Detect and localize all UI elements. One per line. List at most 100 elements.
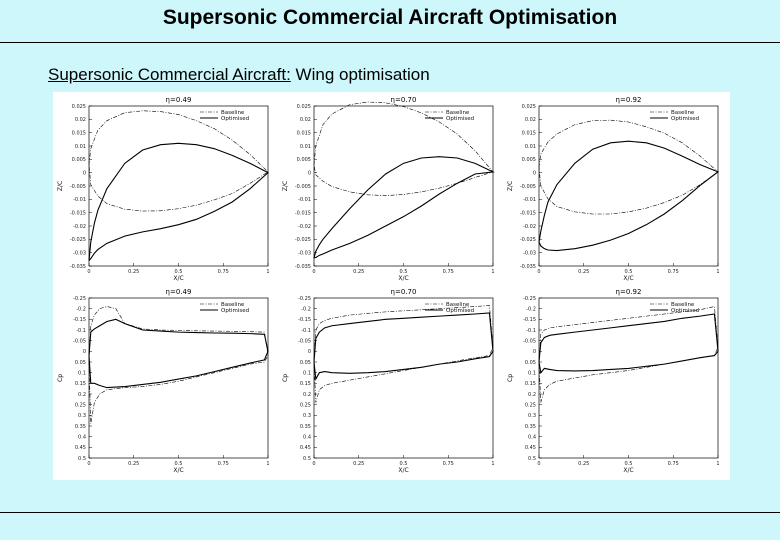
x-tick-label: 0.25: [128, 461, 139, 467]
slide-subtitle: Supersonic Commercial Aircraft: Wing opt…: [48, 65, 430, 85]
y-tick-label: -0.15: [298, 317, 311, 323]
x-tick-label: 0: [537, 269, 540, 275]
subtitle-rest: Wing optimisation: [290, 65, 430, 84]
y-tick-label: -0.03: [73, 250, 86, 256]
y-tick-label: 0.005: [297, 157, 311, 163]
x-axis-label: X/C: [173, 275, 183, 282]
y-tick-label: -0.03: [523, 250, 536, 256]
x-tick-label: 1: [266, 269, 269, 275]
series-line-optimised: [313, 312, 494, 381]
y-tick-label: 0.01: [75, 144, 86, 150]
y-tick-label: 0.15: [300, 381, 311, 387]
panel-title: η=0.49: [166, 288, 192, 296]
y-tick-label: 0.025: [297, 104, 311, 110]
slide-title: Supersonic Commercial Aircraft Optimisat…: [162, 6, 618, 29]
panel-title: η=0.70: [391, 288, 417, 296]
series-line-optimised: [538, 313, 719, 374]
x-tick-label: 0.5: [625, 269, 633, 275]
y-tick-label: -0.035: [295, 264, 311, 270]
x-tick-label: 0: [312, 269, 315, 275]
chart-panel-cp-049: η=0.49 -0.25 -0.2 -0.15 -0.1 -0.05 0 0.05 0.1 0.1…: [57, 288, 270, 474]
y-tick-label: 0.3: [528, 413, 536, 419]
y-tick-label: 0.05: [300, 360, 311, 366]
y-axis-label: Z/C: [57, 181, 64, 191]
x-tick-label: 0.5: [625, 461, 633, 467]
legend-entry-baseline: Baseline: [446, 110, 470, 116]
legend-entry-optimised: Optimised: [221, 308, 249, 314]
x-tick-label: 1: [266, 461, 269, 467]
footer-divider: [0, 512, 780, 513]
y-tick-label: 0.15: [525, 381, 536, 387]
y-tick-label: -0.03: [298, 250, 311, 256]
x-axis-label: X/C: [398, 467, 408, 474]
y-tick-label: -0.025: [295, 237, 311, 243]
series-line-baseline: [88, 110, 269, 212]
series-line-optimised: [88, 142, 269, 262]
x-tick-label: 0.25: [128, 269, 139, 275]
chart-panel-geom-070: η=0.70 -0.035 -0.03 -0.025 -0.02 -0.015 -0.01 -…: [282, 96, 495, 282]
y-tick-label: -0.05: [298, 338, 311, 344]
y-tick-label: -0.15: [523, 317, 536, 323]
y-tick-label: 0: [83, 349, 86, 355]
y-tick-label: 0.4: [303, 434, 311, 440]
x-axis-label: X/C: [173, 467, 183, 474]
title-divider: [0, 42, 780, 43]
y-tick-label: -0.005: [520, 184, 536, 190]
series-line-baseline: [538, 306, 719, 403]
y-tick-label: 0.02: [75, 117, 86, 123]
y-tick-label: -0.015: [295, 210, 311, 216]
x-tick-label: 0.75: [668, 269, 679, 275]
y-tick-label: -0.02: [73, 224, 86, 230]
chart-panel-cp-092: η=0.92 -0.25 -0.2 -0.15 -0.1 -0.05 0 0.05 0.1 0.1…: [507, 288, 720, 474]
series-line-optimised: [538, 140, 720, 252]
y-tick-label: -0.005: [70, 184, 86, 190]
y-tick-label: 0.35: [75, 424, 86, 430]
y-tick-label: -0.035: [520, 264, 536, 270]
chart-panel-cp-070: η=0.70 -0.25 -0.2 -0.15 -0.1 -0.05 0 0.05 0.1 0.1…: [282, 288, 495, 474]
y-tick-label: 0.25: [75, 402, 86, 408]
x-tick-label: 0.75: [218, 269, 229, 275]
panel-title: η=0.70: [391, 96, 417, 104]
x-tick-label: 0: [87, 269, 90, 275]
x-tick-label: 0.25: [353, 269, 364, 275]
y-tick-label: -0.15: [73, 317, 86, 323]
y-tick-label: 0.005: [522, 157, 536, 163]
plot-frame: [313, 297, 494, 459]
y-tick-label: -0.015: [70, 210, 86, 216]
subtitle-underlined: Supersonic Commercial Aircraft:: [48, 65, 291, 84]
y-tick-label: 0.45: [300, 445, 311, 451]
y-tick-label: 0.2: [78, 392, 86, 398]
y-tick-label: 0.005: [72, 157, 86, 163]
y-tick-label: 0.25: [300, 402, 311, 408]
x-axis-label: X/C: [623, 467, 633, 474]
y-tick-label: -0.02: [523, 224, 536, 230]
y-tick-label: 0: [308, 170, 311, 176]
y-tick-label: -0.015: [520, 210, 536, 216]
y-tick-label: 0.1: [528, 370, 536, 376]
y-tick-label: -0.025: [520, 237, 536, 243]
y-tick-label: 0.45: [525, 445, 536, 451]
y-tick-label: 0.45: [75, 445, 86, 451]
y-tick-label: 0.5: [78, 456, 86, 462]
y-tick-label: -0.035: [70, 264, 86, 270]
y-tick-label: 0.3: [78, 413, 86, 419]
plot-frame: [538, 105, 719, 267]
y-tick-label: 0.015: [522, 130, 536, 136]
y-tick-label: 0: [533, 170, 536, 176]
y-tick-label: -0.1: [526, 328, 536, 334]
plot-frame: [538, 297, 719, 459]
y-tick-label: 0.3: [303, 413, 311, 419]
series-line-baseline: [538, 119, 719, 215]
y-tick-label: 0.02: [525, 117, 536, 123]
x-tick-label: 0.5: [400, 461, 408, 467]
y-axis-label: Cp: [507, 374, 514, 382]
legend-entry-optimised: Optimised: [671, 116, 699, 122]
y-axis-label: Cp: [282, 374, 289, 382]
x-tick-label: 0: [312, 461, 315, 467]
x-axis-label: X/C: [398, 275, 408, 282]
x-tick-label: 0.75: [218, 461, 229, 467]
x-tick-label: 1: [491, 461, 494, 467]
x-tick-label: 0.25: [578, 269, 589, 275]
y-tick-label: 0.05: [75, 360, 86, 366]
chart-panel-geom-049: η=0.49 -0.035 -0.03 -0.025 -0.02 -0.015 -0.01 -…: [57, 96, 270, 282]
